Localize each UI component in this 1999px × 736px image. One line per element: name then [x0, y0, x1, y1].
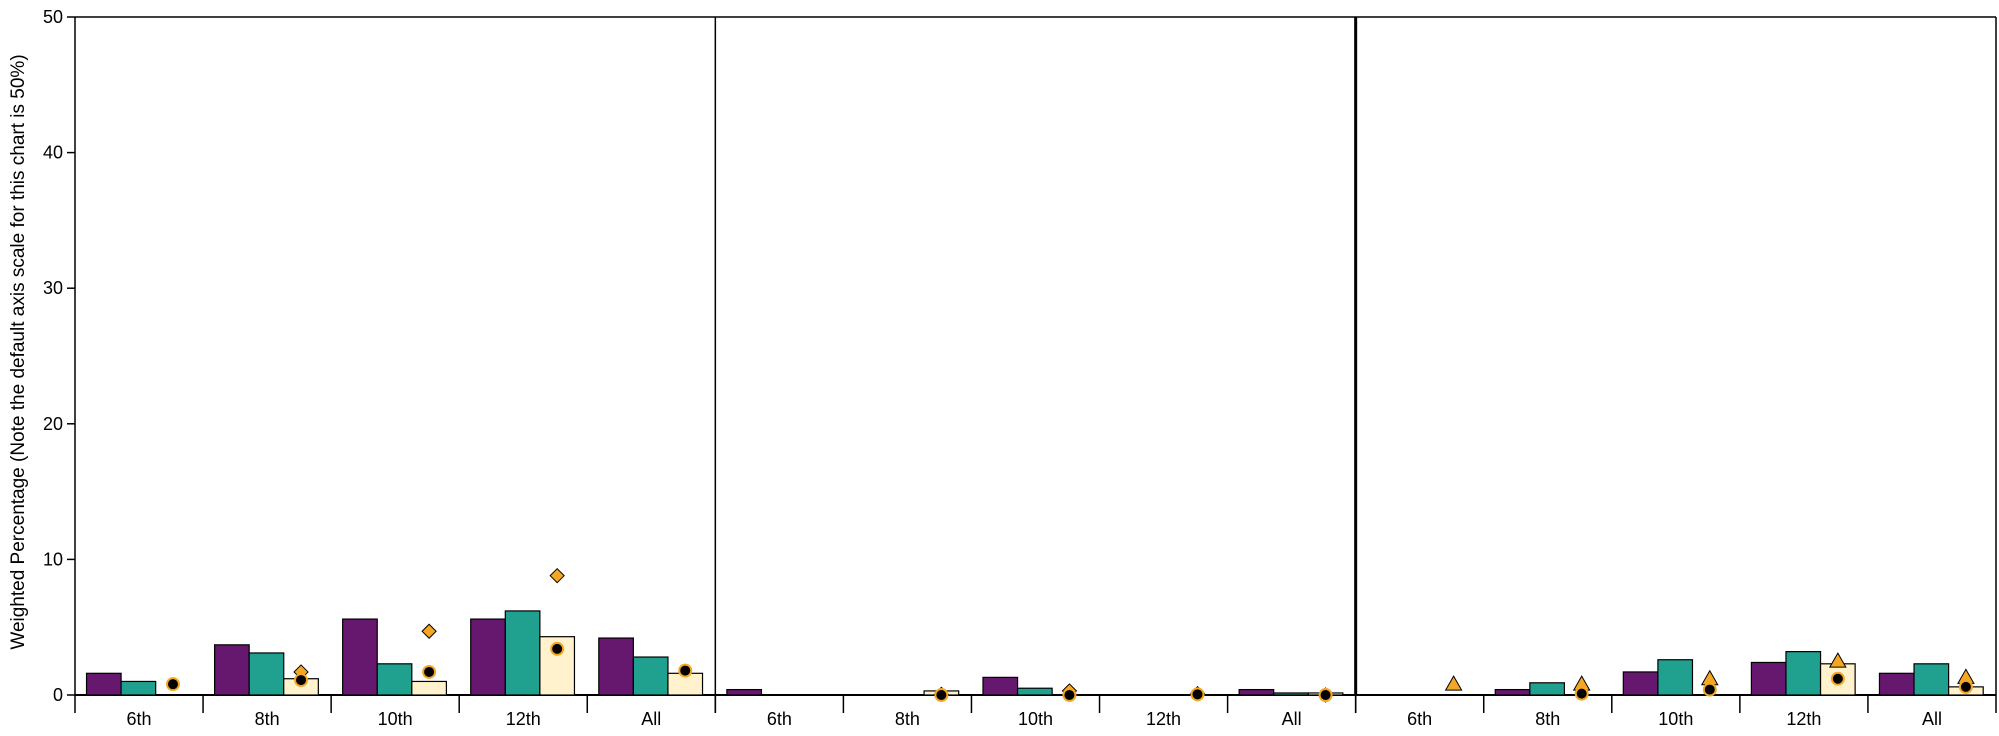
x-tick-label-p3-6th: 6th [1407, 709, 1432, 729]
bar-p3-10th-s1 [1622, 671, 1659, 696]
bar-p3-12th-s1 [1750, 661, 1787, 696]
x-tick-label-p2-8th: 8th [895, 709, 920, 729]
marker-circle-p2-All [1318, 688, 1333, 702]
y-tick-label-10: 10 [43, 549, 63, 569]
x-tick-label-p3-All: All [1922, 709, 1942, 729]
bar-p1-10th-s1 [342, 618, 378, 696]
bar-p1-6th-s1 [85, 672, 122, 696]
marker-triangle-p3-12th [1828, 652, 1847, 668]
y-axis-title: Weighted Percentage (Note the default ax… [8, 54, 29, 649]
y-tick-label-30: 30 [43, 278, 63, 298]
marker-circle-p1-6th [165, 677, 180, 692]
x-tick-label-p3-10th: 10th [1658, 709, 1693, 729]
bar-p3-12th-s2 [1785, 651, 1822, 696]
x-tick-label-p3-12th: 12th [1786, 709, 1821, 729]
x-tick-label-p1-10th: 10th [378, 709, 413, 729]
x-tick-label-p2-All: All [1282, 709, 1302, 729]
marker-circle-p3-10th [1702, 682, 1717, 697]
marker-circle-p2-8th [934, 688, 949, 702]
y-tick-label-20: 20 [43, 414, 63, 434]
x-tick-label-p1-All: All [641, 709, 661, 729]
bar-p2-6th-s1 [726, 688, 763, 696]
marker-circle-p1-12th [550, 641, 565, 656]
x-tick-label-p2-10th: 10th [1018, 709, 1053, 729]
marker-circle-p3-8th [1574, 686, 1589, 701]
bar-p3-All-s2 [1913, 663, 1950, 696]
y-tick-label-40: 40 [43, 143, 63, 163]
bar-p1-10th-s2 [376, 663, 413, 696]
marker-circle-p1-8th [294, 673, 309, 688]
marker-circle-p3-All [1958, 679, 1973, 694]
bar-p1-8th-s2 [248, 652, 285, 696]
bar-p3-All-s1 [1878, 672, 1915, 696]
bar-p1-12th-s1 [470, 618, 506, 696]
x-tick-label-p3-8th: 8th [1535, 709, 1560, 729]
x-tick-label-p1-8th: 8th [255, 709, 280, 729]
marker-diamond-p1-12th [549, 567, 565, 584]
x-tick-label-p2-12th: 12th [1146, 709, 1181, 729]
bar-p3-10th-s2 [1657, 659, 1694, 696]
marker-circle-p1-10th [422, 664, 437, 679]
x-tick-label-p1-6th: 6th [127, 709, 152, 729]
marker-diamond-p1-10th [421, 623, 437, 639]
bar-p1-All-s1 [598, 637, 634, 696]
bar-p2-10th-s2 [1016, 687, 1053, 696]
marker-circle-p2-10th [1062, 688, 1077, 702]
bar-p1-8th-s1 [213, 644, 250, 696]
bar-p2-10th-s1 [982, 676, 1019, 696]
bar-p1-6th-s2 [120, 680, 157, 696]
marker-circle-p2-12th [1190, 687, 1205, 702]
y-tick-label-50: 50 [43, 7, 63, 27]
y-tick-label-0: 0 [53, 685, 63, 705]
marker-circle-p3-12th [1830, 671, 1845, 686]
bar-p3-8th-s1 [1494, 688, 1531, 696]
bar-p3-8th-s2 [1529, 682, 1566, 696]
bar-p1-12th-s2 [504, 610, 541, 696]
x-tick-label-p2-6th: 6th [767, 709, 792, 729]
marker-triangle-p3-6th [1444, 675, 1463, 691]
bar-p2-All-s1 [1238, 688, 1275, 696]
bar-p2-All-s2 [1273, 692, 1309, 696]
bar-p1-All-s2 [632, 656, 669, 696]
bar-p1-10th-s3 [411, 680, 447, 696]
x-tick-label-p1-12th: 12th [506, 709, 541, 729]
marker-circle-p1-All [678, 663, 693, 678]
